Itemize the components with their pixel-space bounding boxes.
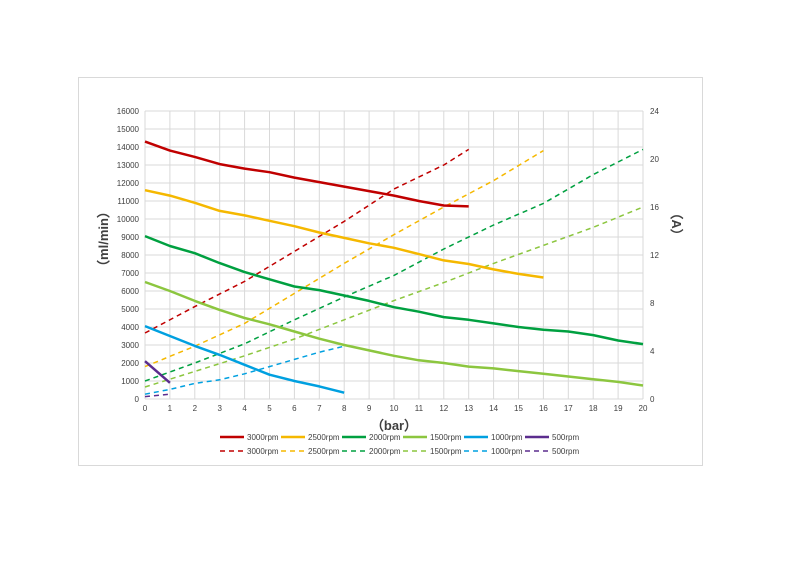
legend-label-flow: 3000rpm	[247, 433, 279, 442]
x-tick-label: 16	[539, 404, 548, 413]
x-tick-label: 10	[390, 404, 399, 413]
y2-tick-label: 4	[650, 347, 655, 356]
legend-label-current: 1500rpm	[430, 447, 462, 456]
y2-axis-title: （A）	[669, 206, 684, 241]
x-tick-label: 14	[489, 404, 498, 413]
x-axis-ticks: 0 1 2 3 4 5 6 7 8 9 10 11 12 13 14 15 16 17 18 19 20	[143, 404, 648, 413]
legend-label-current: 2000rpm	[369, 447, 401, 456]
y-tick-label: 1000	[121, 377, 139, 386]
x-tick-label: 19	[614, 404, 623, 413]
x-tick-label: 9	[367, 404, 372, 413]
y2-tick-label: 20	[650, 155, 659, 164]
x-tick-label: 0	[143, 404, 148, 413]
legend-label-flow: 1000rpm	[491, 433, 523, 442]
legend-label-flow: 500rpm	[552, 433, 579, 442]
grid	[144, 110, 644, 400]
x-tick-label: 11	[415, 404, 424, 413]
y-tick-label: 16000	[117, 107, 140, 116]
x-tick-label: 20	[639, 404, 648, 413]
y-tick-label: 10000	[117, 215, 140, 224]
y-axis-title: （ml/min）	[96, 205, 111, 273]
x-tick-label: 6	[292, 404, 297, 413]
flow-line-2000rpm	[144, 234, 644, 346]
y-tick-label: 3000	[121, 341, 139, 350]
flow-line-3000rpm	[144, 140, 469, 208]
x-tick-label: 17	[564, 404, 573, 413]
y-tick-label: 13000	[117, 161, 140, 170]
y-tick-label: 9000	[121, 233, 139, 242]
legend-label-current: 2500rpm	[308, 447, 340, 456]
y2-tick-label: 24	[650, 107, 659, 116]
y2-tick-label: 8	[650, 299, 655, 308]
flow-line-1500rpm	[144, 280, 644, 387]
chart-frame	[78, 77, 703, 466]
y2-axis-ticks: 0 4 8 12 16 20 24	[650, 107, 659, 404]
x-tick-label: 18	[589, 404, 598, 413]
flow-line-500rpm	[144, 360, 171, 384]
y-tick-label: 4000	[121, 323, 139, 332]
y-tick-label: 2000	[121, 359, 139, 368]
legend: 3000rpm 2500rpm 2000rpm 1500rpm 1000rpm 500rp…	[220, 433, 579, 456]
y-tick-label: 5000	[121, 305, 139, 314]
y-tick-label: 11000	[117, 197, 139, 206]
legend-label-flow: 2000rpm	[369, 433, 401, 442]
series-group	[144, 140, 644, 398]
legend-label-flow: 1500rpm	[430, 433, 462, 442]
legend-label-flow: 2500rpm	[308, 433, 340, 442]
x-axis-title: （bar）	[371, 418, 417, 433]
x-tick-label: 7	[317, 404, 322, 413]
y-tick-label: 12000	[117, 179, 140, 188]
y2-tick-label: 12	[650, 251, 659, 260]
current-line-3000rpm	[144, 148, 470, 334]
x-tick-label: 15	[514, 404, 523, 413]
x-tick-label: 4	[242, 404, 247, 413]
y-tick-label: 0	[135, 395, 140, 404]
y2-tick-label: 0	[650, 395, 655, 404]
y-tick-label: 14000	[117, 143, 140, 152]
y-tick-label: 15000	[117, 125, 140, 134]
legend-label-current: 3000rpm	[247, 447, 279, 456]
legend-label-current: 500rpm	[552, 447, 579, 456]
y-tick-label: 7000	[121, 269, 139, 278]
flow-line-1000rpm	[144, 324, 345, 394]
x-tick-label: 12	[439, 404, 448, 413]
x-tick-label: 3	[217, 404, 222, 413]
y2-tick-label: 16	[650, 203, 659, 212]
flow-line-2500rpm	[144, 188, 544, 279]
current-line-2000rpm	[144, 148, 644, 382]
x-tick-label: 8	[342, 404, 347, 413]
x-tick-label: 2	[193, 404, 198, 413]
y-tick-label: 8000	[121, 251, 139, 260]
legend-label-current: 1000rpm	[491, 447, 523, 456]
current-line-1500rpm	[144, 206, 644, 388]
x-tick-label: 1	[168, 404, 173, 413]
current-line-2500rpm	[144, 149, 544, 368]
y-tick-label: 6000	[121, 287, 139, 296]
x-tick-label: 13	[464, 404, 473, 413]
y-axis-ticks: 0 1000 2000 3000 4000 5000 6000 7000 8000 9000 100…	[117, 107, 140, 404]
x-tick-label: 5	[267, 404, 272, 413]
current-line-500rpm	[144, 393, 170, 398]
current-line-1000rpm	[144, 345, 345, 395]
